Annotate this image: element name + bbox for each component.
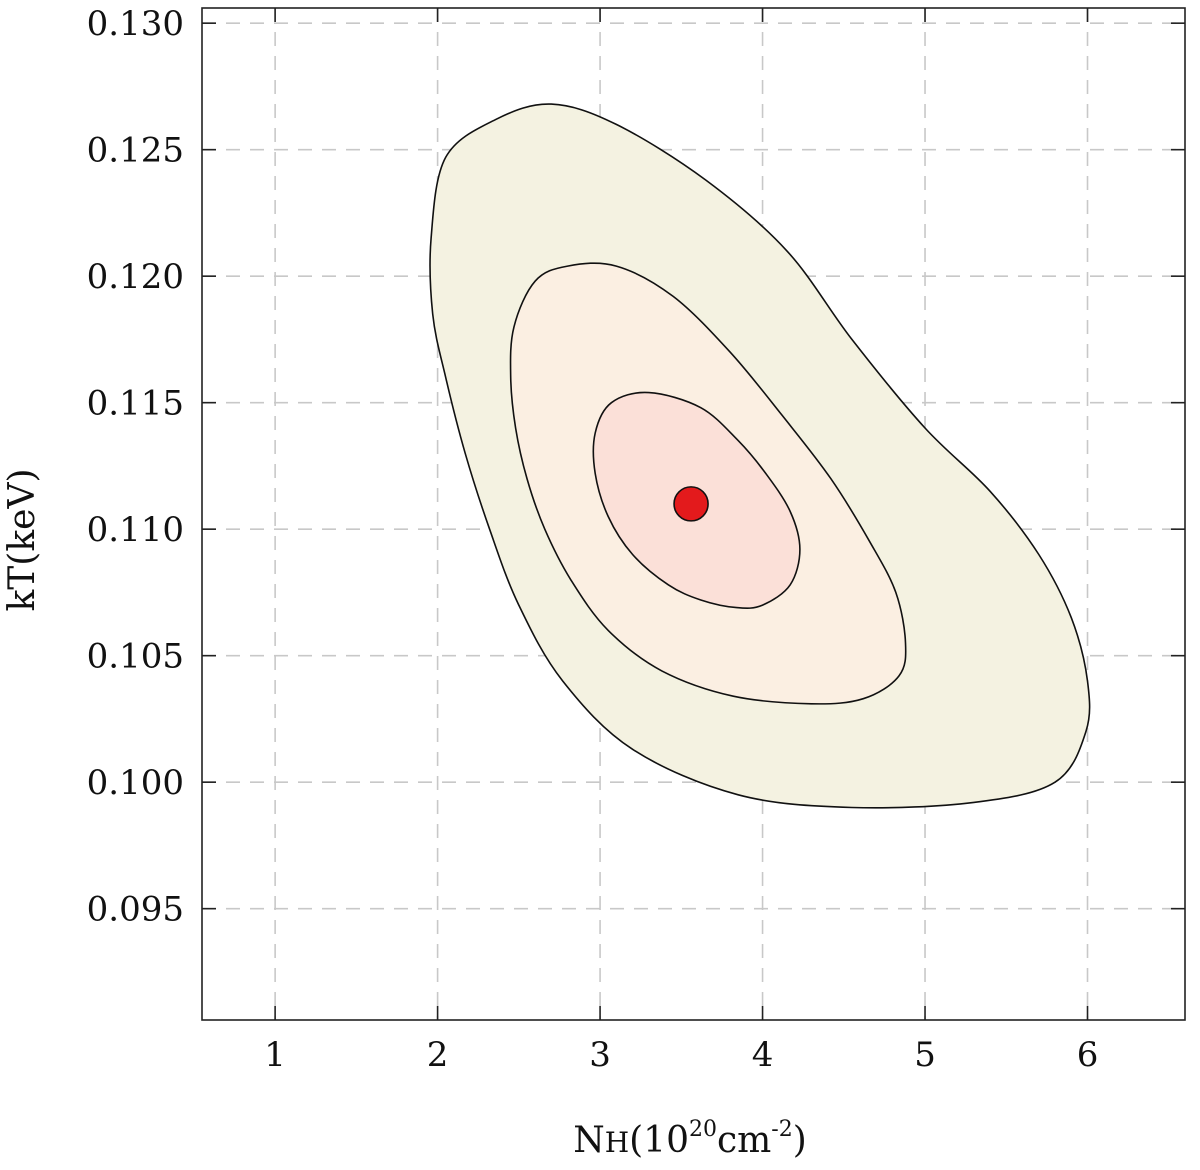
x-tick-label: 2 [427, 1035, 449, 1075]
plot-frame [201, 7, 1186, 1021]
y-axis-title: kT(keV) [2, 468, 43, 611]
x-axis-title-open: (10 [629, 1120, 689, 1161]
x-axis-title-close: ) [793, 1120, 807, 1161]
best-fit-point [673, 486, 709, 522]
x-axis-title-main: N [573, 1120, 605, 1161]
x-axis-title: NH(1020cm-2) [573, 1117, 807, 1161]
y-tick-label: 0.095 [87, 890, 184, 930]
x-tick-label: 1 [264, 1035, 286, 1075]
x-axis-title-sub: H [605, 1126, 629, 1159]
axes: 1 2 3 4 5 6 0.095 0.100 0.105 0.110 0.115 0.120 0.12… [87, 4, 1185, 1075]
x-tick-label: 6 [1077, 1035, 1099, 1075]
y-tick-label: 0.120 [87, 257, 184, 297]
confidence-contours [429, 103, 1091, 809]
x-tick-label: 3 [589, 1035, 611, 1075]
x-tick-label: 4 [752, 1035, 774, 1075]
x-axis-title-exp1: 20 [689, 1117, 717, 1142]
x-axis-title-exp2: -2 [771, 1117, 792, 1142]
y-tick-label: 0.115 [87, 384, 184, 424]
x-axis-title-mid: cm [717, 1120, 771, 1161]
x-tick-label: 5 [914, 1035, 936, 1075]
y-tick-label: 0.125 [87, 131, 184, 171]
y-tick-label: 0.110 [87, 510, 184, 550]
y-tick-label: 0.130 [87, 4, 184, 44]
y-tick-label: 0.100 [87, 763, 184, 803]
y-tick-label: 0.105 [87, 637, 184, 677]
best-fit-layer [673, 486, 709, 522]
